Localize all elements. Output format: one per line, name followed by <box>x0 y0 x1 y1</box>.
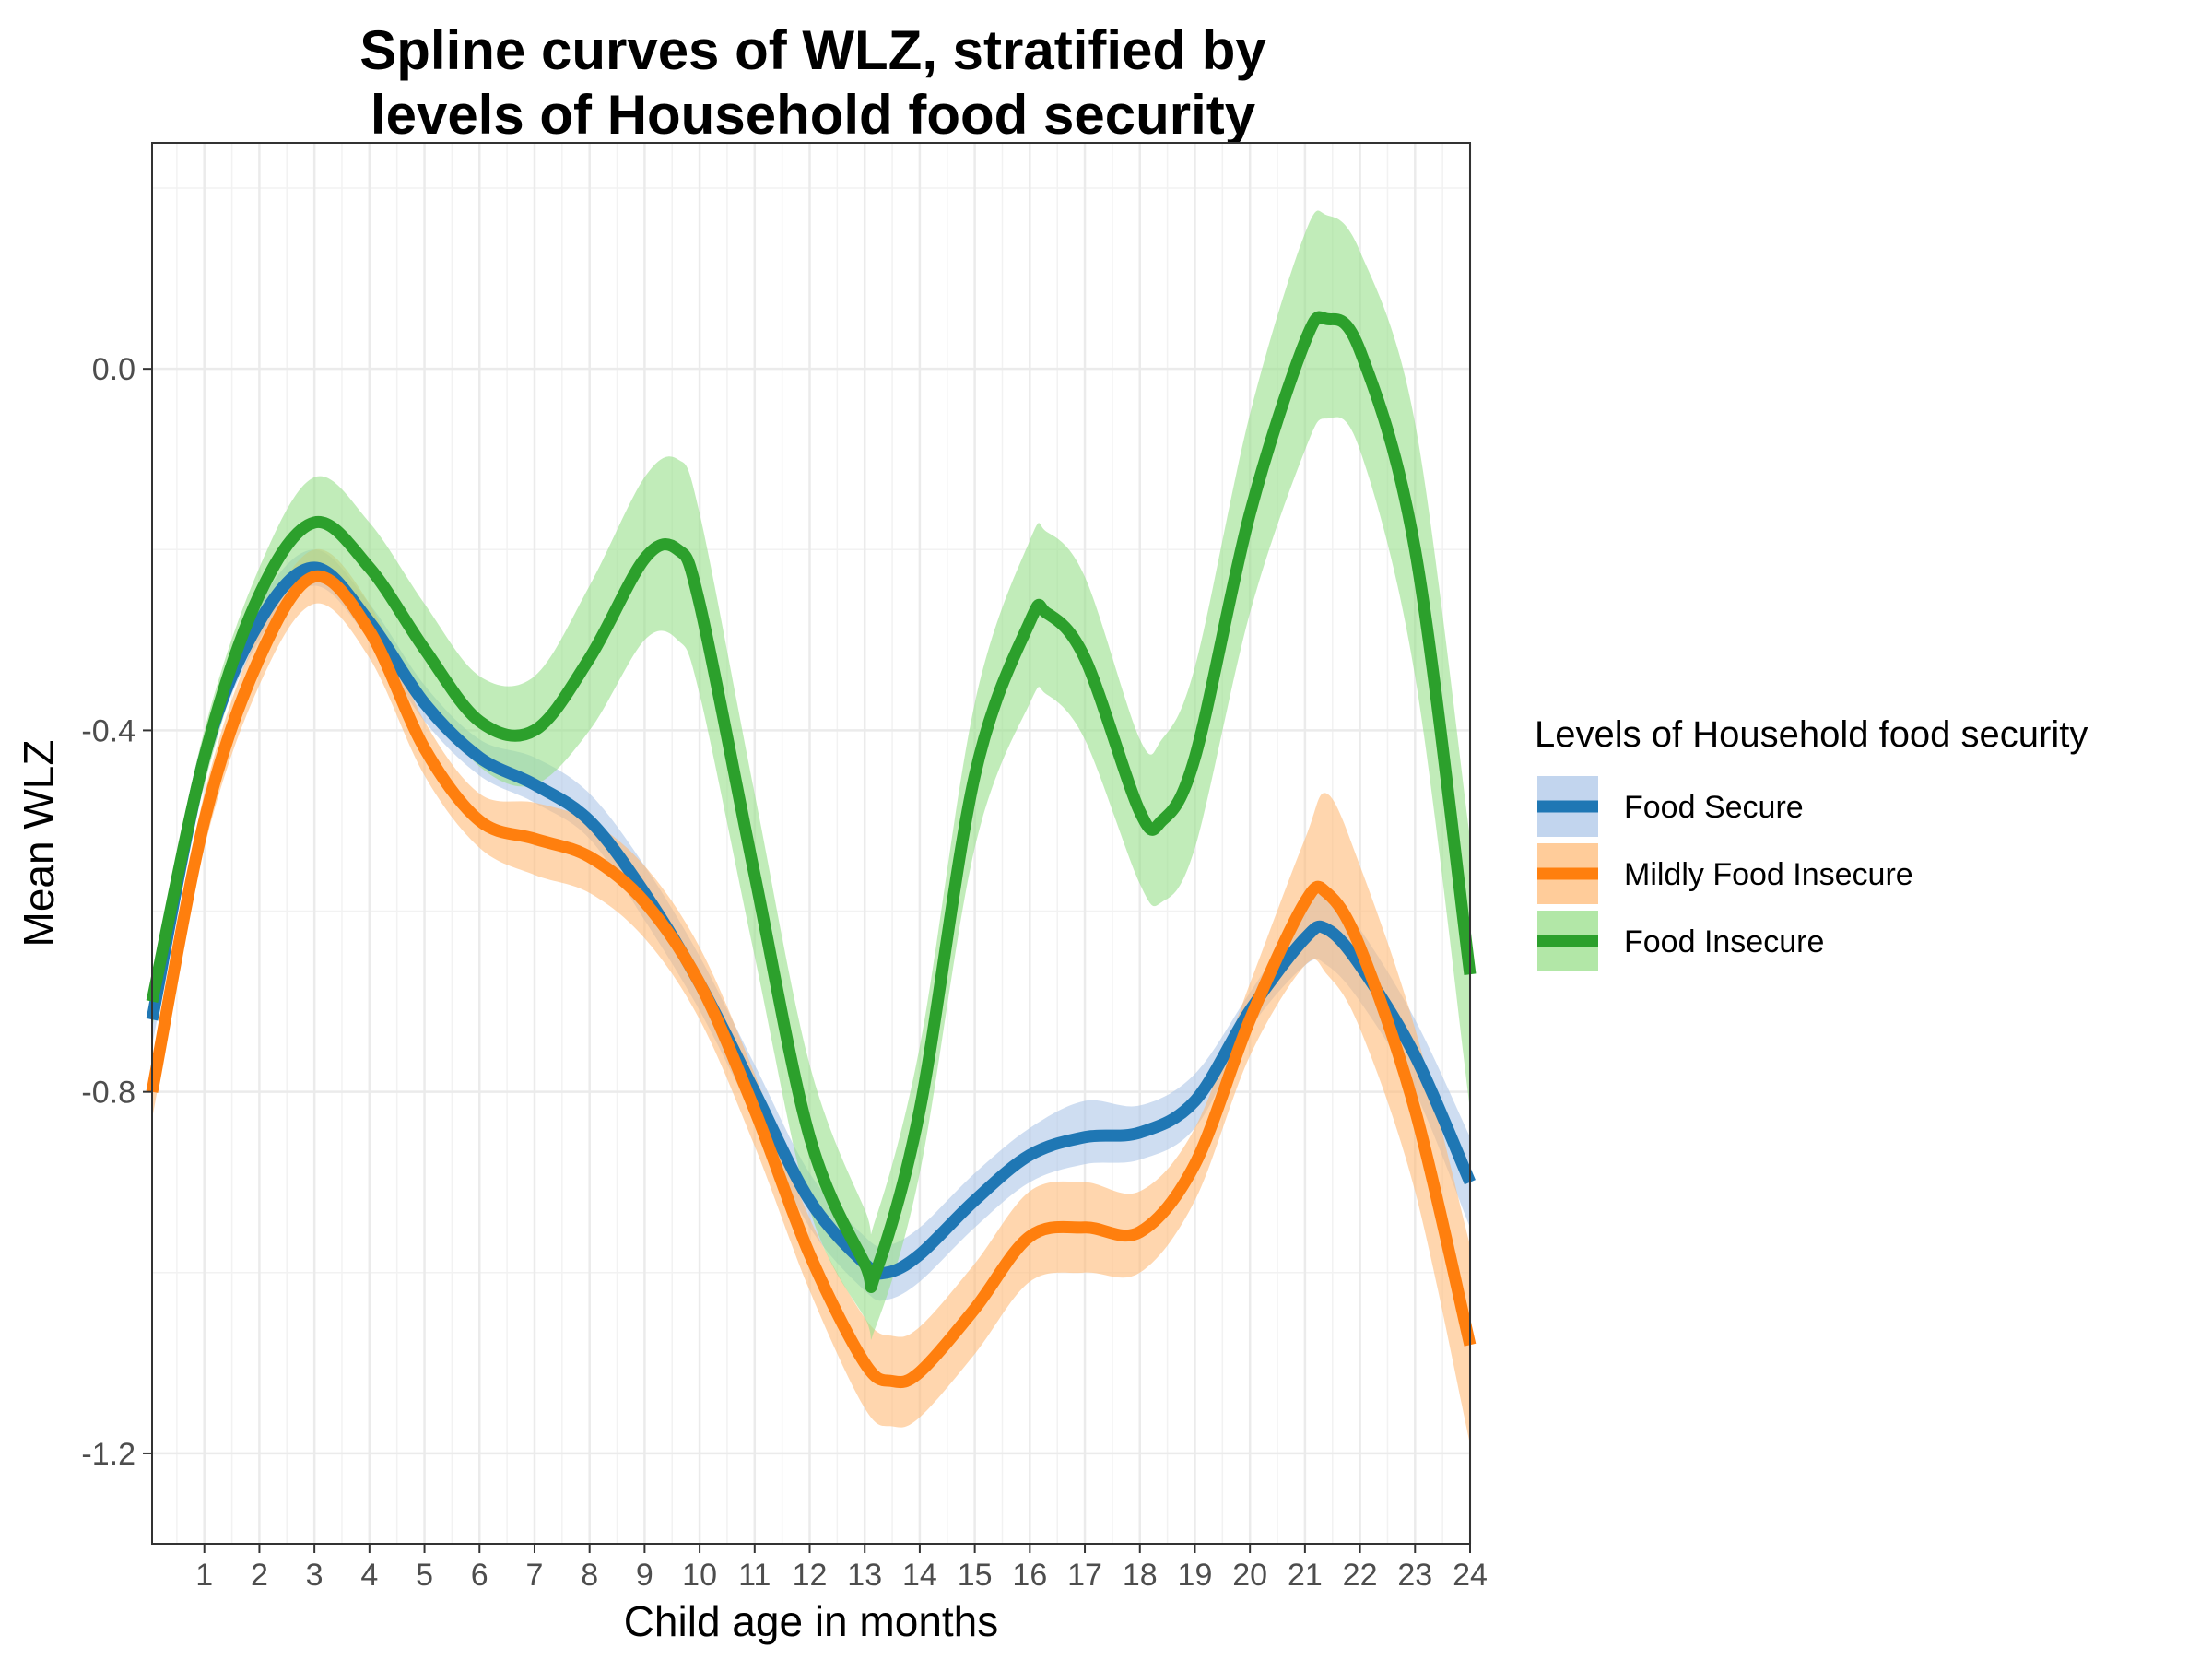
confidence-band-1 <box>152 548 1470 1445</box>
x-tick-label: 7 <box>526 1558 544 1593</box>
x-axis-title: Child age in months <box>624 1597 999 1645</box>
series-line-2 <box>146 311 1477 1293</box>
confidence-band-0 <box>152 549 1470 1301</box>
x-tick-label: 5 <box>416 1558 433 1593</box>
plot-panel-border <box>151 142 1471 1545</box>
series-line-1 <box>146 570 1477 1389</box>
legend-title: Levels of Household food security <box>1535 714 2088 755</box>
y-tick-label: -1.2 <box>81 1437 135 1472</box>
x-tick-label: 2 <box>251 1558 268 1593</box>
x-tick-label: 3 <box>306 1558 324 1593</box>
chart-title-line-1: Spline curves of WLZ, stratified by <box>359 19 1266 81</box>
x-tick-label: 9 <box>636 1558 653 1593</box>
x-tick-label: 4 <box>360 1558 378 1593</box>
legend-label-1: Mildly Food Insecure <box>1624 857 1913 892</box>
x-tick-label: 15 <box>958 1558 993 1593</box>
chart-title: Spline curves of WLZ, stratified by leve… <box>359 19 1266 146</box>
x-tick-label: 11 <box>738 1558 771 1593</box>
x-tick-label: 22 <box>1343 1558 1378 1593</box>
legend-label-0: Food Secure <box>1624 790 1804 825</box>
x-tick-label: 13 <box>847 1558 882 1593</box>
legend: Levels of Household food security Food S… <box>1535 714 2088 971</box>
x-tick-label: 1 <box>195 1558 213 1593</box>
y-tick-label: 0.0 <box>92 352 135 387</box>
x-tick-label: 14 <box>902 1558 937 1593</box>
x-tick-label: 17 <box>1067 1558 1102 1593</box>
y-tick-label: -0.8 <box>81 1076 135 1111</box>
x-tick-label: 20 <box>1232 1558 1267 1593</box>
x-tick-label: 16 <box>1012 1558 1047 1593</box>
x-tick-label: 21 <box>1288 1558 1323 1593</box>
x-axis: 1 2 3 4 5 6 7 8 9 10 11 12 13 14 15 16 17 18 19 20 21 22 23 24 <box>195 1544 1488 1593</box>
chart-title-line-2: levels of Household food security <box>371 84 1256 146</box>
x-tick-label: 19 <box>1178 1558 1213 1593</box>
x-tick-label: 18 <box>1123 1558 1158 1593</box>
x-tick-label: 23 <box>1397 1558 1432 1593</box>
series-lines <box>146 311 1477 1389</box>
y-axis-title: Mean WLZ <box>15 740 63 947</box>
legend-label-2: Food Insecure <box>1624 924 1824 959</box>
y-axis: 0.0 -0.4 -0.8 -1.2 <box>81 352 152 1472</box>
x-tick-label: 12 <box>793 1558 828 1593</box>
grid-lines <box>152 143 1472 1544</box>
x-tick-label: 24 <box>1453 1558 1488 1593</box>
y-tick-label: -0.4 <box>81 713 135 748</box>
x-tick-label: 8 <box>581 1558 598 1593</box>
x-tick-label: 6 <box>471 1558 488 1593</box>
x-tick-label: 10 <box>682 1558 717 1593</box>
